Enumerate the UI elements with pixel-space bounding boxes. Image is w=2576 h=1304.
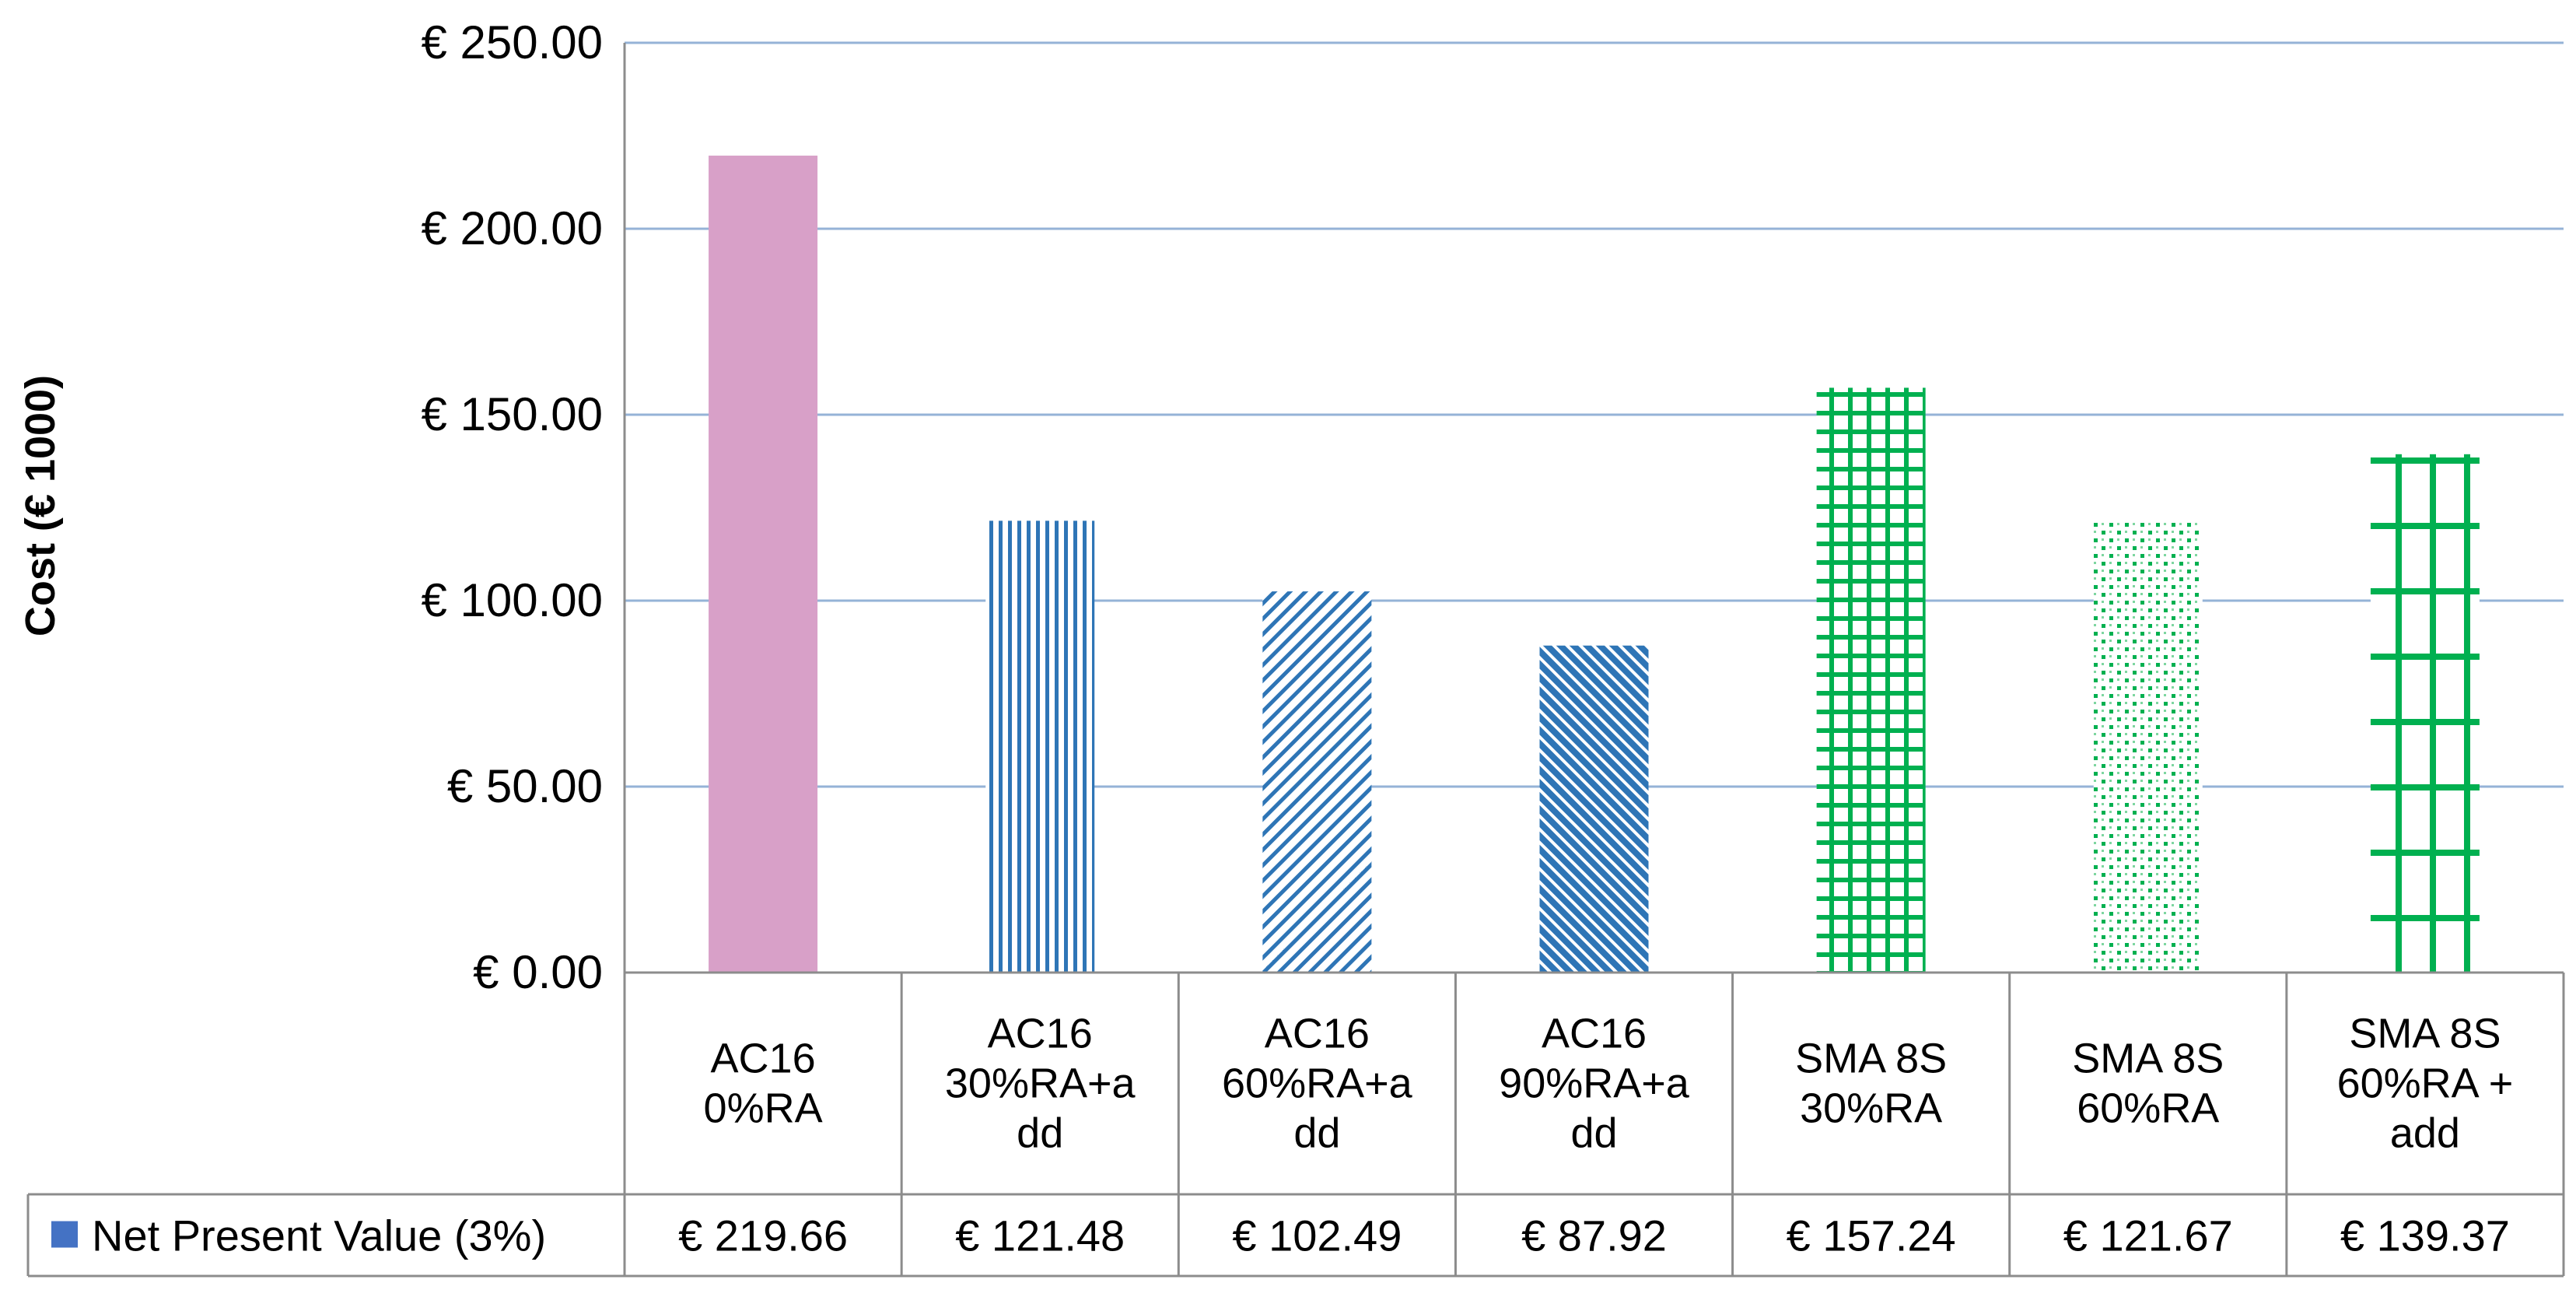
legend-label: Net Present Value (3%) [92,1211,546,1260]
bars [709,156,2480,973]
bar [2370,454,2480,973]
y-tick-label: € 100.00 [421,574,603,626]
bar [709,156,818,973]
y-tick-label: € 0.00 [473,946,603,998]
data-label: € 139.37 [2340,1211,2510,1260]
category-label: add [2390,1110,2460,1157]
category-label: 90%RA+a [1499,1060,1690,1107]
category-label: dd [1570,1110,1617,1157]
y-tick-label: € 250.00 [421,16,603,68]
data-table: AC160%RAAC1630%RA+addAC1660%RA+addAC1690… [26,973,2565,1278]
category-label: 60%RA + [2337,1060,2514,1107]
category-label: 30%RA+a [945,1060,1136,1107]
category-label: SMA 8S [2349,1011,2501,1057]
y-axis-label: Cost (€ 1000) [17,375,64,636]
bar [1816,387,1926,973]
y-tick-label: € 150.00 [421,388,603,440]
category-label: 60%RA+a [1222,1060,1413,1107]
category-label: 30%RA [1800,1085,1942,1132]
data-label: € 157.24 [1787,1211,1956,1260]
category-label: AC16 [711,1036,816,1082]
legend-swatch [51,1221,78,1248]
data-label: € 102.49 [1232,1211,1402,1260]
category-label: AC16 [988,1011,1093,1057]
data-label: € 121.48 [955,1211,1125,1260]
category-label: AC16 [1265,1011,1370,1057]
category-label: SMA 8S [2072,1036,2224,1082]
bar [2093,520,2203,973]
category-label: 60%RA [2077,1085,2219,1132]
category-label: SMA 8S [1795,1036,1947,1082]
bar [1262,591,1372,973]
bar [1539,645,1649,973]
data-label: € 219.66 [678,1211,848,1260]
category-label: dd [1017,1110,1063,1157]
y-tick-label: € 200.00 [421,202,603,254]
y-tick-label: € 50.00 [447,760,603,812]
category-label: dd [1293,1110,1340,1157]
bar [985,521,1095,973]
data-label: € 121.67 [2063,1211,2233,1260]
data-label: € 87.92 [1521,1211,1667,1260]
category-label: 0%RA [704,1085,823,1132]
axes: € 0.00 € 50.00 € 100.00 € 150.00 € 200.00 € 2… [421,16,2564,1276]
gridlines [625,41,2564,788]
category-label: AC16 [1542,1011,1647,1057]
